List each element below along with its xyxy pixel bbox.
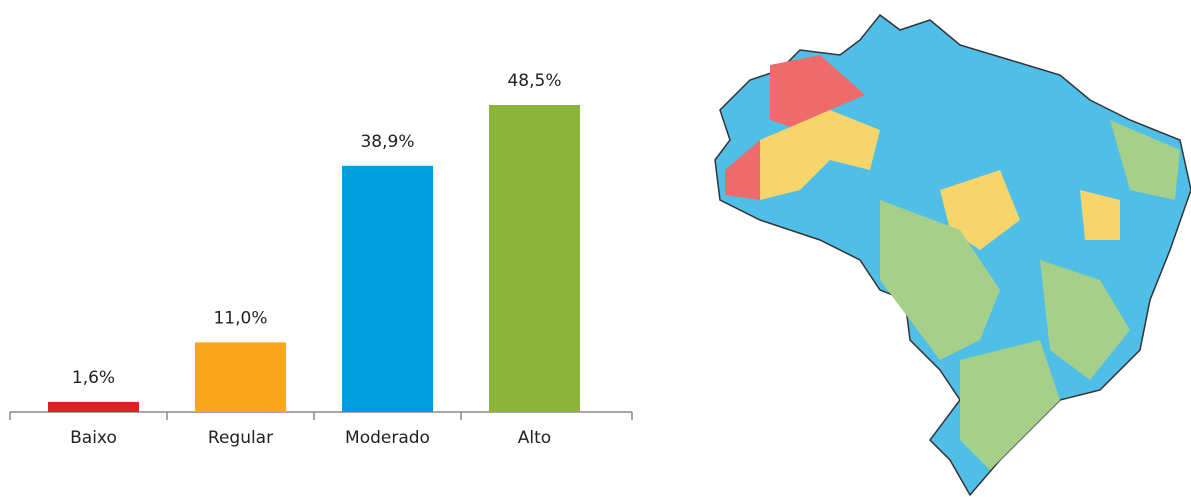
bar [489, 105, 580, 412]
map-region-red [770, 55, 865, 130]
map-region-green [960, 340, 1060, 470]
map-region-red [725, 140, 760, 200]
map-region-green [1040, 260, 1130, 380]
x-tick-label: Alto [518, 428, 551, 448]
bar [48, 401, 139, 412]
map-region-green [1110, 120, 1180, 200]
value-label: 1,6% [72, 368, 115, 388]
x-tick-label: Regular [208, 428, 273, 448]
map [714, 13, 1191, 497]
x-tick-label: Moderado [345, 428, 430, 448]
bar [342, 165, 433, 412]
value-label: 38,9% [360, 132, 414, 152]
value-label: 11,0% [213, 308, 267, 328]
bar [195, 342, 286, 412]
map-region-yellow [760, 110, 880, 200]
x-tick-label: Baixo [70, 428, 117, 448]
map-region-yellow [1080, 190, 1120, 240]
value-label: 48,5% [507, 71, 561, 91]
map-region-green [880, 200, 1000, 360]
